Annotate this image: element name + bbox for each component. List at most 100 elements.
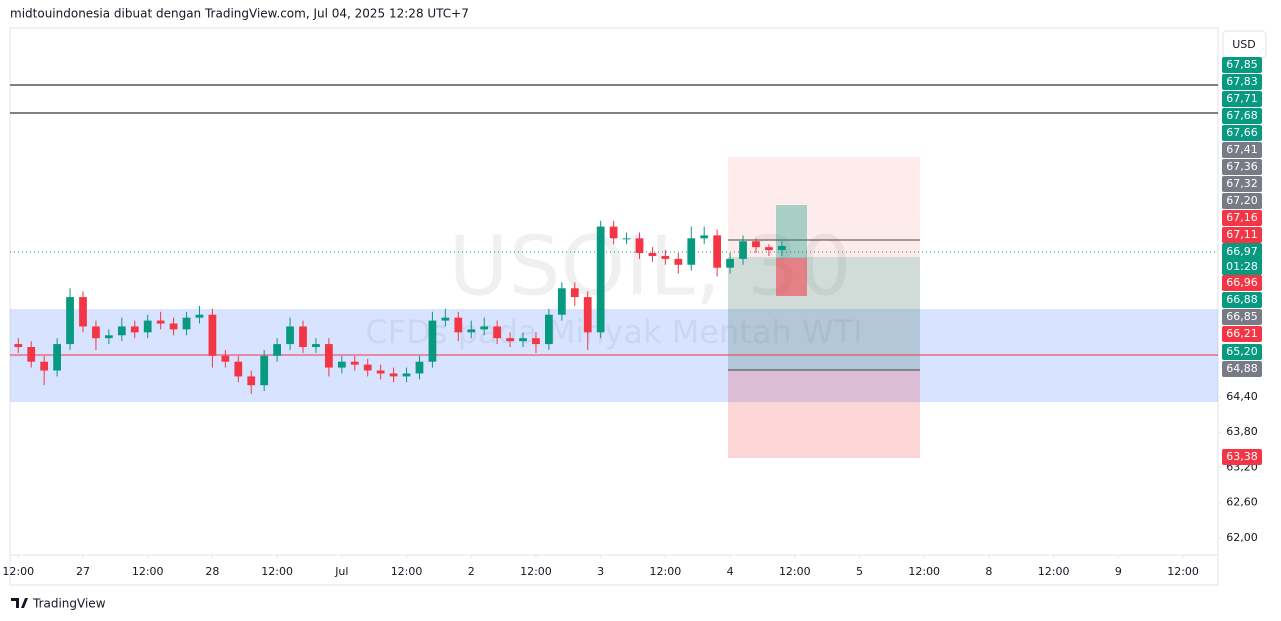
x-tick-label: 12:00 [261, 565, 293, 578]
candle-body [350, 361, 359, 365]
price-badge-label: 67,66 [1226, 126, 1258, 139]
x-tick-label: Jul [334, 565, 348, 578]
price-badge-label: 66,85 [1226, 310, 1258, 323]
price-badge [1222, 57, 1262, 73]
candle-body [130, 326, 139, 333]
price-badge-label: 66,21 [1226, 327, 1258, 340]
price-badge [1222, 292, 1262, 308]
candle-body [66, 297, 74, 345]
price-badge-label: 67,71 [1226, 92, 1258, 105]
price-badge [1222, 108, 1262, 124]
candle-body [117, 326, 126, 336]
candle-body [92, 326, 100, 339]
footer-brand: TradingView [32, 597, 106, 611]
price-badge [1222, 193, 1262, 209]
y-tick-label: 63,80 [1226, 425, 1258, 438]
x-tick-label: 12:00 [2, 565, 34, 578]
x-tick-label: 12:00 [779, 565, 811, 578]
x-tick-label: 12:00 [391, 565, 423, 578]
candle-body [648, 253, 657, 256]
candle-body [635, 238, 644, 254]
candle-body [208, 314, 217, 356]
candle-body [402, 373, 411, 377]
price-badge-label: 65,20 [1226, 345, 1258, 358]
candle-body [700, 235, 709, 239]
price-badge [1222, 344, 1262, 360]
candle-body [27, 347, 36, 362]
x-tick-label: 12:00 [650, 565, 682, 578]
price-badge [1222, 309, 1262, 325]
candle-body [14, 344, 23, 348]
candle-body [739, 241, 747, 259]
risk-zone [728, 157, 920, 458]
x-tick-label: 8 [985, 565, 992, 578]
candle-body [286, 326, 294, 345]
candle-body [428, 320, 437, 362]
header: midtouindonesia dibuat dengan TradingVie… [10, 7, 469, 21]
price-badge [1222, 74, 1262, 90]
y-tick-label: 62,00 [1226, 531, 1258, 544]
price-badge-label: 64,88 [1226, 362, 1258, 375]
candle-body [583, 297, 592, 333]
price-badge [1222, 142, 1262, 158]
price-badge-label: 67,11 [1226, 228, 1258, 241]
candle-body [726, 258, 734, 268]
candle-body [169, 323, 178, 330]
candle-body [441, 317, 450, 321]
price-badge-label: 67,32 [1226, 177, 1258, 190]
price-badge [1222, 176, 1262, 192]
candle-body [713, 235, 722, 268]
y-tick-label: 64,40 [1226, 390, 1258, 403]
candle-body [493, 326, 502, 339]
candle-body [661, 255, 670, 259]
price-badge [1222, 125, 1262, 141]
candle-body [622, 238, 631, 240]
candle-body [519, 338, 527, 342]
small-stop [776, 258, 807, 296]
candle-body [454, 317, 463, 333]
candle-body [480, 326, 489, 330]
candle-body [674, 258, 683, 265]
candle-body [273, 344, 282, 356]
price-badge-label: 66,88 [1226, 293, 1258, 306]
candle-body [415, 361, 424, 374]
candle-body [609, 226, 618, 239]
price-badge [1222, 227, 1262, 243]
x-tick-label: 12:00 [520, 565, 552, 578]
price-badge [1222, 449, 1262, 465]
y-tick-label: 62,60 [1226, 496, 1258, 509]
price-badge-label: 67,16 [1226, 211, 1258, 224]
price-badge-label: 67,20 [1226, 194, 1258, 207]
price-badge-label: 67,41 [1226, 143, 1258, 156]
candle-body [532, 338, 540, 345]
candle-body [376, 370, 385, 374]
price-badge-label: 63,38 [1226, 450, 1258, 463]
price-badge [1222, 275, 1262, 291]
x-tick-label: 28 [205, 565, 219, 578]
candle-body [389, 373, 398, 377]
candle-body [143, 320, 152, 333]
price-badge [1222, 91, 1262, 107]
price-badge [1222, 243, 1262, 275]
candle-body [467, 329, 476, 333]
stop-zone [728, 370, 920, 458]
candle-body [570, 288, 579, 298]
logo-mark [11, 598, 28, 608]
price-badge-label: 66,97 [1226, 245, 1258, 258]
x-tick-label: 12:00 [908, 565, 940, 578]
x-tick-label: 27 [76, 565, 90, 578]
candle-body [260, 355, 269, 386]
candle-body [687, 238, 696, 265]
currency-label[interactable]: USD [1232, 38, 1256, 51]
candle-body [156, 320, 165, 324]
candle-body [40, 361, 49, 371]
candle-body [752, 241, 760, 248]
price-badge-label: 67,85 [1226, 58, 1258, 71]
target-zone [728, 257, 920, 370]
candle-body [299, 326, 307, 348]
x-tick-label: 3 [597, 565, 604, 578]
tradingview-logo [11, 598, 28, 608]
price-badge-label: 67,68 [1226, 109, 1258, 122]
